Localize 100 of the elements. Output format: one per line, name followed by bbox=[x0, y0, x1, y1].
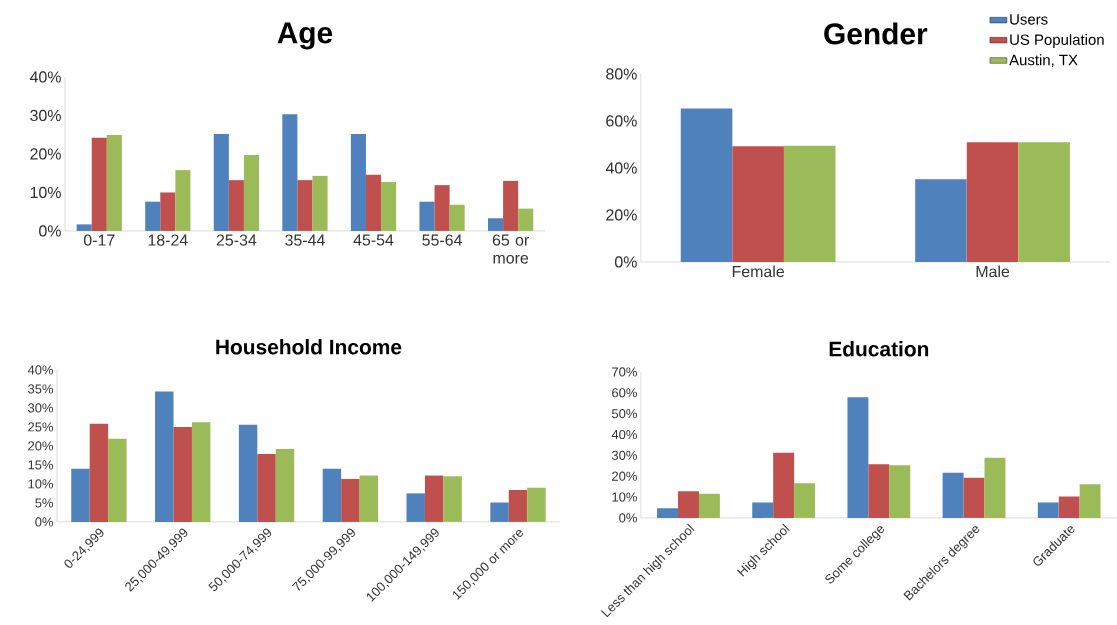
y-tick-label: 60% bbox=[606, 115, 637, 127]
bar bbox=[1058, 496, 1080, 519]
bar bbox=[91, 137, 107, 232]
legend-label: Users bbox=[1010, 14, 1048, 25]
legend-label: Austin, TX bbox=[1009, 54, 1078, 68]
bar bbox=[518, 208, 534, 232]
y-tick-label: 0% bbox=[39, 225, 61, 237]
y-tick-label: 50% bbox=[611, 409, 637, 419]
y-tick-label: 80% bbox=[606, 68, 637, 80]
bar bbox=[76, 224, 92, 232]
y-tick-label: 20% bbox=[612, 471, 637, 481]
y-tick-label: 40% bbox=[29, 71, 61, 83]
chart-title: Household Income bbox=[216, 339, 402, 355]
bar bbox=[89, 424, 109, 523]
bar bbox=[297, 180, 313, 232]
x-tick-label: 45-54 bbox=[353, 234, 394, 246]
bar bbox=[657, 508, 679, 519]
y-tick-label: 20% bbox=[28, 441, 54, 451]
x-tick-label: 18-24 bbox=[148, 234, 188, 246]
x-tick-label: 55-64 bbox=[422, 234, 462, 246]
bar bbox=[966, 142, 1019, 263]
legend-label: US Population bbox=[1010, 34, 1104, 49]
bar bbox=[490, 502, 509, 523]
bar bbox=[312, 176, 328, 232]
y-tick-label: 40% bbox=[611, 430, 637, 440]
chart-title: Age bbox=[277, 22, 333, 50]
y-tick-label: 20% bbox=[30, 148, 61, 160]
bar bbox=[175, 170, 191, 232]
chart-title: Education bbox=[829, 341, 929, 357]
bar bbox=[503, 181, 519, 232]
bar bbox=[1037, 502, 1059, 519]
bar bbox=[1018, 142, 1070, 263]
bar bbox=[1079, 484, 1101, 519]
y-tick-label: 5% bbox=[35, 498, 54, 508]
y-tick-label: 35% bbox=[28, 384, 54, 394]
bar bbox=[527, 487, 546, 523]
x-tick-label: 25-34 bbox=[216, 234, 257, 246]
bar bbox=[359, 475, 379, 523]
bar bbox=[322, 468, 342, 523]
y-tick-label: 10% bbox=[28, 479, 54, 489]
bar bbox=[173, 427, 192, 523]
bar bbox=[108, 438, 127, 523]
y-tick-label: 40% bbox=[605, 162, 637, 174]
x-tick-label: 35-44 bbox=[285, 234, 325, 246]
bar bbox=[752, 502, 774, 519]
bar bbox=[228, 180, 244, 232]
bar bbox=[282, 114, 298, 232]
bar bbox=[238, 424, 258, 523]
y-tick-label: 30% bbox=[30, 109, 61, 122]
bar bbox=[381, 182, 397, 232]
bar bbox=[406, 493, 425, 523]
y-tick-label: 25% bbox=[28, 422, 54, 432]
y-tick-label: 70% bbox=[612, 367, 637, 377]
y-tick-label: 10% bbox=[30, 186, 61, 199]
y-tick-label: 0% bbox=[619, 513, 637, 523]
y-tick-label: 40% bbox=[27, 365, 54, 375]
x-tick-label: 65 or more bbox=[492, 234, 529, 264]
bar bbox=[984, 457, 1006, 519]
bar bbox=[915, 179, 967, 263]
bar bbox=[794, 483, 816, 519]
bar bbox=[350, 134, 366, 232]
bar bbox=[341, 479, 360, 523]
y-tick-label: 60% bbox=[612, 388, 637, 398]
bar bbox=[942, 472, 964, 519]
bar bbox=[71, 468, 90, 523]
y-tick-label: 30% bbox=[28, 403, 54, 413]
x-tick-label: Female bbox=[732, 265, 784, 278]
bar bbox=[365, 174, 382, 232]
bar bbox=[275, 449, 295, 523]
bar bbox=[680, 108, 733, 263]
y-tick-label: 10% bbox=[612, 492, 637, 502]
bar bbox=[773, 452, 795, 519]
bar bbox=[419, 201, 435, 232]
bar bbox=[106, 135, 122, 232]
y-tick-label: 30% bbox=[611, 450, 637, 461]
y-tick-label: 0% bbox=[614, 256, 637, 268]
bar bbox=[508, 490, 528, 523]
bar bbox=[257, 454, 276, 523]
bar bbox=[783, 145, 836, 263]
bar bbox=[243, 155, 260, 232]
y-tick-label: 0% bbox=[35, 517, 54, 527]
bar bbox=[160, 192, 176, 232]
bar bbox=[424, 475, 444, 523]
bar bbox=[191, 422, 211, 523]
y-tick-label: 15% bbox=[28, 460, 54, 470]
x-tick-label: Male bbox=[976, 265, 1010, 278]
bar bbox=[434, 185, 450, 232]
bar bbox=[963, 478, 985, 519]
chart-title: Gender bbox=[824, 22, 928, 45]
bar bbox=[889, 465, 911, 519]
bar bbox=[698, 493, 720, 519]
bar bbox=[847, 397, 869, 519]
bar bbox=[145, 201, 161, 232]
bar bbox=[443, 476, 462, 523]
x-tick-label: 0-17 bbox=[83, 234, 115, 246]
bar bbox=[155, 391, 174, 523]
bar bbox=[213, 134, 229, 232]
bar bbox=[449, 204, 465, 232]
bar bbox=[488, 218, 504, 232]
bar bbox=[732, 146, 784, 263]
